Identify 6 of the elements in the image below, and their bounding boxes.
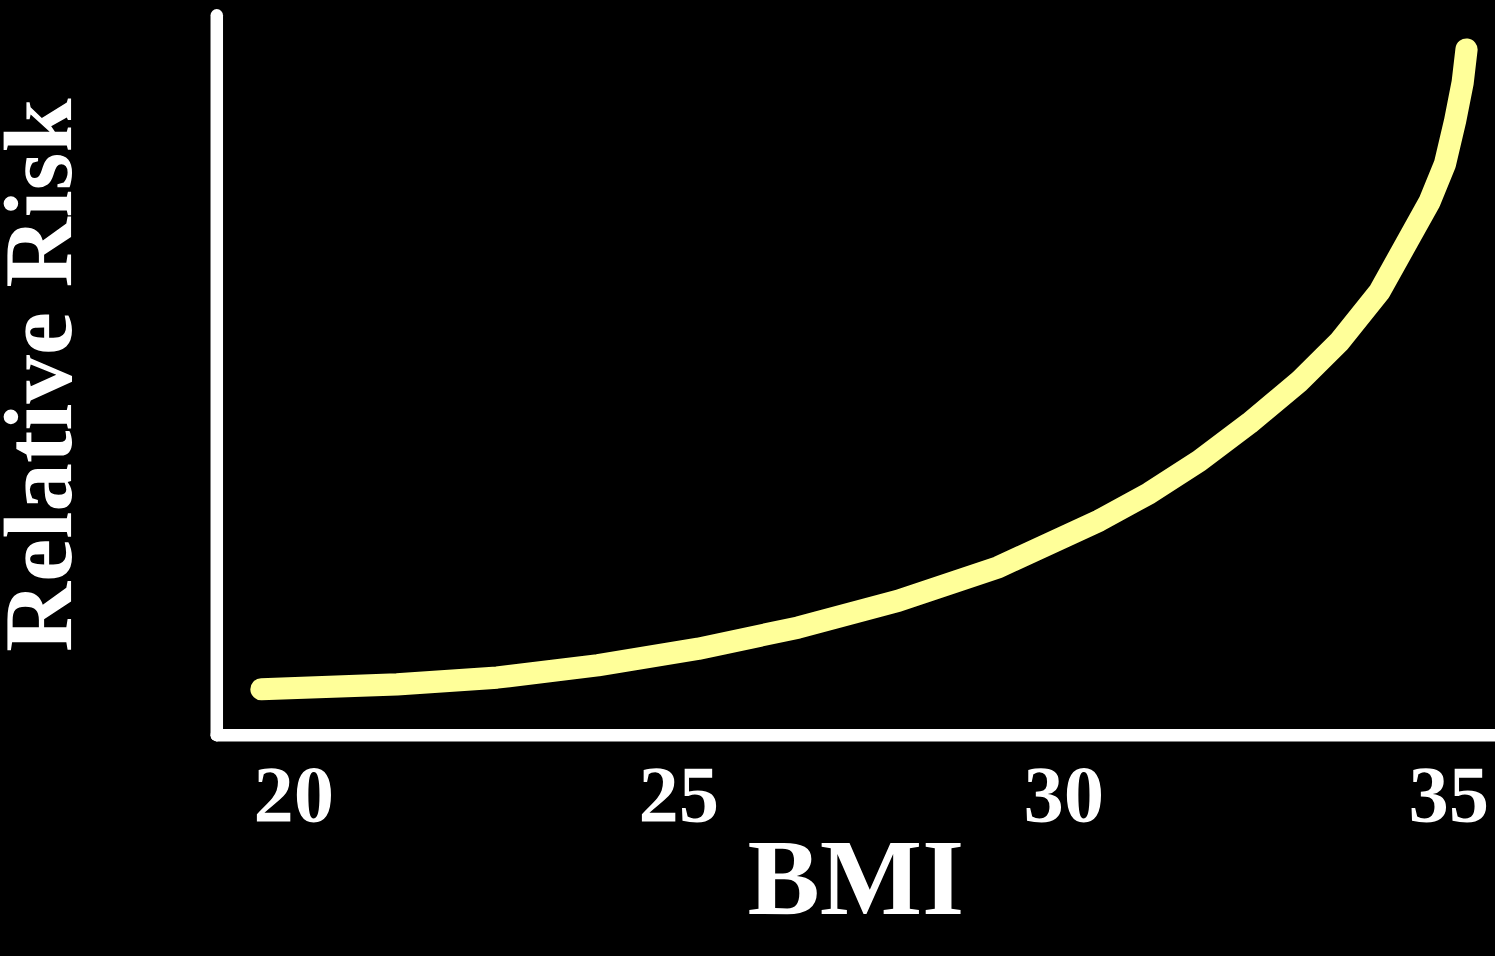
x-tick-label: 35	[1411, 768, 1487, 823]
y-axis-title: Relative Risk	[3, 98, 73, 651]
x-axis-title: BMI	[749, 843, 961, 915]
x-tick-label: 20	[256, 768, 331, 823]
x-tick-label: 30	[1026, 768, 1101, 823]
x-tick-label: 25	[641, 768, 717, 823]
